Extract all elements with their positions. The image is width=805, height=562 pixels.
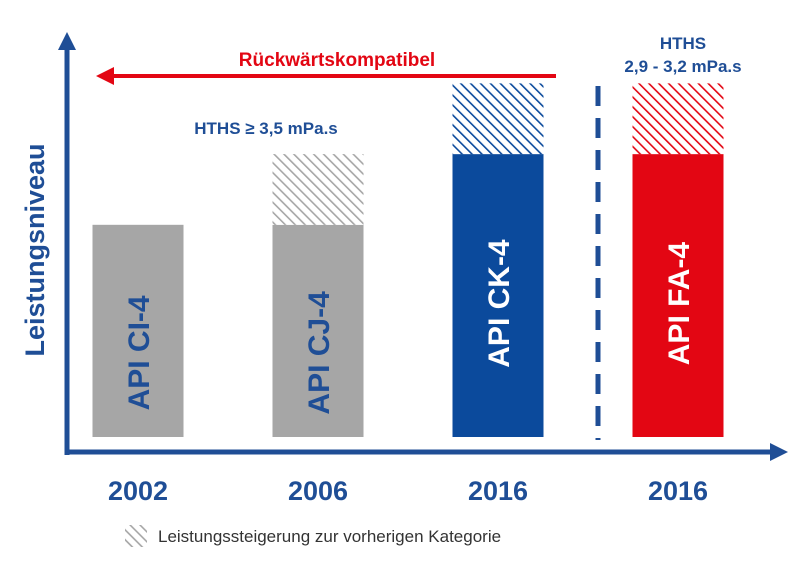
y-axis-label: Leistungsniveau xyxy=(20,143,50,356)
bar-api-ci-4 xyxy=(92,224,184,437)
bar-api-ck-4 xyxy=(452,154,544,437)
x-axis-arrowhead xyxy=(770,443,788,461)
legend-hatch-swatch xyxy=(125,525,147,547)
backward-compat-label: Rückwärtskompatibel xyxy=(239,50,435,71)
bar-label: API CK-4 xyxy=(483,239,516,368)
x-tick-label: 2002 xyxy=(108,476,168,506)
hths-high-label: HTHS ≥ 3,5 mPa.s xyxy=(194,119,338,138)
backward-compat-arrowhead xyxy=(96,67,114,85)
x-tick-label: 2016 xyxy=(468,476,528,506)
bar-label: API CI-4 xyxy=(123,295,156,410)
bar-label: API FA-4 xyxy=(663,242,696,366)
bar-improvement-api-fa-4 xyxy=(632,83,724,155)
bar-improvement-api-ck-4 xyxy=(452,83,544,155)
x-tick-label: 2006 xyxy=(288,476,348,506)
x-tick-label: 2016 xyxy=(648,476,708,506)
legend-label: Leistungssteigerung zur vorherigen Kateg… xyxy=(158,527,501,546)
bar-label: API CJ-4 xyxy=(303,291,336,415)
hths-low-label-line2: 2,9 - 3,2 mPa.s xyxy=(624,57,741,76)
bar-improvement-api-cj-4 xyxy=(272,154,364,225)
y-axis-arrowhead xyxy=(58,32,76,50)
bar-api-cj-4 xyxy=(272,224,364,437)
hths-low-label-line1: HTHS xyxy=(660,34,706,53)
bar-api-fa-4 xyxy=(632,154,724,437)
